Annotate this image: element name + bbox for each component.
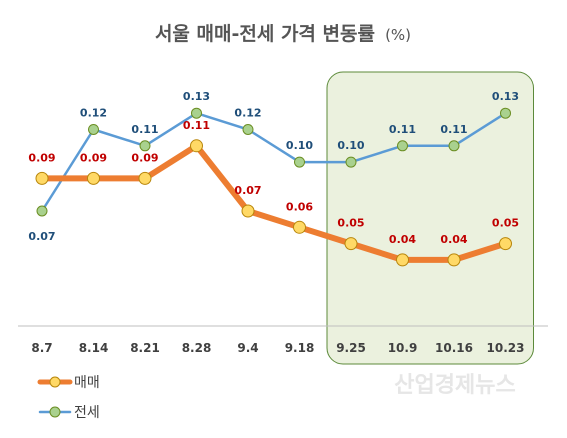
- data-label-sale: 0.09: [28, 151, 55, 164]
- series-jeonse: 0.07 0.12 0.11 0.13 0.12 0.10 0.10 0.11 0.11 0.13: [28, 90, 519, 243]
- legend-swatch-marker: [49, 376, 61, 388]
- series-layer: 0.07 0.12 0.11 0.13 0.12 0.10 0.10 0.11 0.11 0.13…: [28, 90, 519, 267]
- data-point-jeonse: [345, 156, 357, 168]
- data-label-sale: 0.07: [234, 184, 261, 197]
- data-label-jeonse: 0.13: [183, 90, 210, 103]
- chart-title-text: 서울 매매-전세 가격 변동률: [155, 23, 375, 45]
- data-label-jeonse: 0.12: [80, 107, 107, 120]
- data-label-jeonse: 0.11: [389, 123, 416, 136]
- data-point-sale: [447, 253, 461, 267]
- data-point-jeonse: [139, 140, 151, 152]
- data-label-sale: 0.05: [337, 217, 364, 230]
- data-label-sale: 0.09: [80, 151, 107, 164]
- data-point-sale: [138, 171, 152, 185]
- data-point-sale: [499, 237, 512, 251]
- watermark-layer: 산업경제뉴스: [394, 373, 515, 398]
- chart-title: 서울 매매-전세 가격 변동률 (%): [155, 23, 411, 45]
- watermark: 산업경제뉴스: [394, 373, 515, 398]
- legend-label: 전세: [74, 405, 100, 421]
- legend-item-sale: 매매: [37, 375, 100, 391]
- data-point-jeonse: [36, 205, 48, 217]
- series-line-jeonse: [40, 111, 507, 213]
- x-tick-label: 10.23: [487, 341, 525, 355]
- data-point-jeonse: [294, 156, 305, 168]
- data-label-jeonse: 0.10: [337, 139, 364, 152]
- data-point-sale: [241, 204, 255, 218]
- x-tick-label: 8.28: [182, 341, 212, 355]
- highlight-region: [326, 71, 534, 365]
- data-point-sale: [396, 253, 409, 267]
- data-label-sale: 0.11: [183, 119, 210, 132]
- data-label-sale: 0.09: [131, 151, 158, 164]
- data-label-jeonse: 0.11: [440, 123, 467, 136]
- x-tick-label: 10.16: [435, 341, 473, 355]
- data-label-sale: 0.05: [492, 217, 519, 230]
- data-label-sale: 0.06: [286, 200, 313, 213]
- data-point-jeonse: [397, 140, 408, 152]
- x-tick-label: 9.25: [336, 341, 366, 355]
- x-tick-label: 8.7: [31, 341, 52, 355]
- chart-title-unit: (%): [385, 26, 411, 44]
- data-point-sale: [344, 237, 358, 251]
- data-label-sale: 0.04: [440, 233, 467, 246]
- data-point-jeonse: [500, 107, 511, 119]
- data-point-jeonse: [448, 140, 460, 152]
- data-label-sale: 0.04: [389, 233, 416, 246]
- data-label-jeonse: 0.11: [131, 123, 158, 136]
- highlight-region-layer: [326, 71, 534, 365]
- data-label-jeonse: 0.07: [28, 230, 55, 243]
- legend-swatch-marker: [49, 406, 61, 418]
- data-point-jeonse: [191, 107, 202, 119]
- x-tick-label: 9.18: [285, 341, 315, 355]
- data-label-jeonse: 0.12: [234, 107, 261, 120]
- legend-item-jeonse: 전세: [38, 405, 100, 421]
- data-point-sale: [190, 139, 203, 153]
- x-tick-label: 9.4: [237, 341, 258, 355]
- data-point-jeonse: [242, 124, 254, 135]
- data-point-jeonse: [88, 124, 99, 135]
- x-tick-label: 10.9: [388, 341, 418, 355]
- series-sale: 0.09 0.09 0.09 0.11 0.07 0.06 0.05 0.04 0.04 0.05: [28, 119, 519, 267]
- series-line-sale: [39, 142, 509, 263]
- data-point-sale: [87, 171, 100, 185]
- x-tick-label: 8.21: [130, 341, 160, 355]
- data-point-sale: [293, 220, 306, 234]
- x-axis-ticks: 8.7 8.14 8.21 8.28 9.4 9.18 9.25 10.9 10.16 10.23: [31, 341, 524, 355]
- x-tick-label: 8.14: [79, 341, 109, 355]
- data-label-jeonse: 0.13: [492, 90, 519, 103]
- legend-label: 매매: [74, 375, 100, 391]
- data-point-sale: [35, 171, 49, 185]
- data-label-jeonse: 0.10: [286, 139, 313, 152]
